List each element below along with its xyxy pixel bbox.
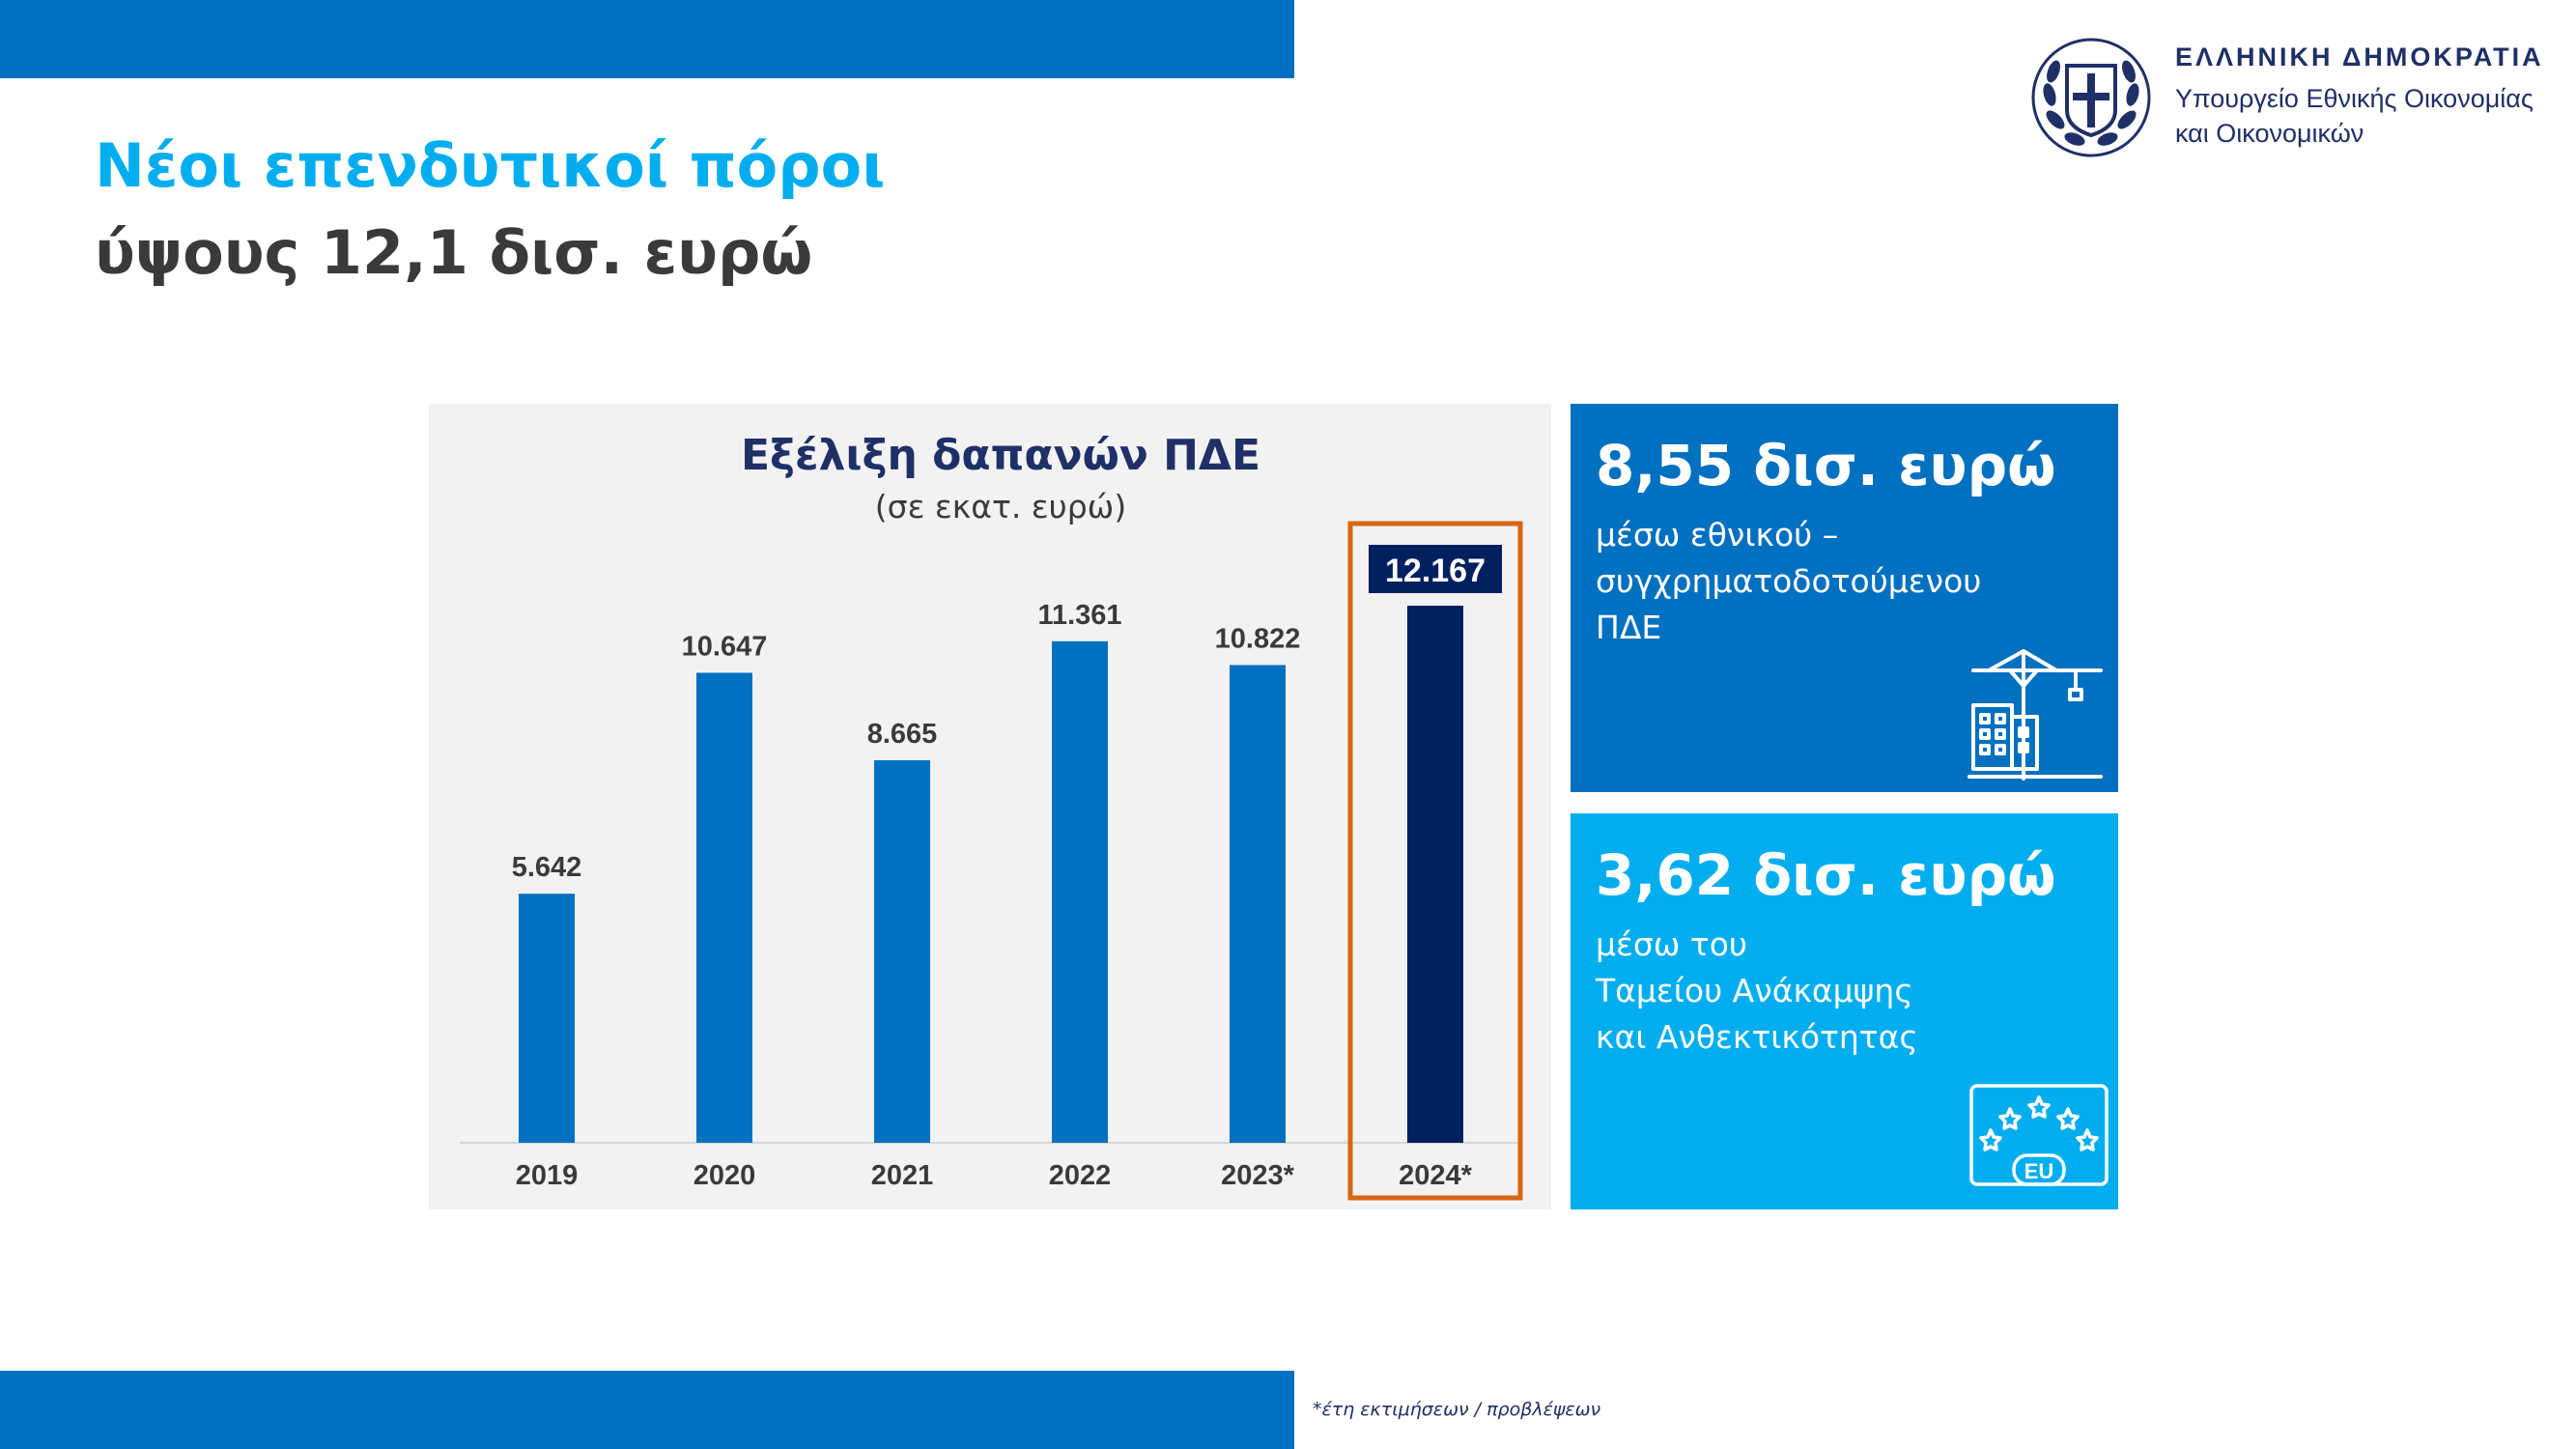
bar-2022 [1052, 640, 1108, 1143]
x-tick-label: 2021 [871, 1160, 934, 1191]
bar-2020 [696, 672, 752, 1143]
x-tick-label: 2019 [516, 1160, 579, 1191]
ministry-line-1: Υπουργείο Εθνικής Οικονομίας [2175, 84, 2534, 113]
chart-title: Εξέλιξη δαπανών ΠΔΕ [740, 431, 1261, 480]
top-accent-bar [0, 0, 1294, 78]
card-line: και Ανθεκτικότητας [1596, 1018, 1918, 1056]
x-tick-label: 2024* [1399, 1160, 1473, 1191]
data-label: 8.665 [867, 719, 938, 750]
data-label: 12.167 [1385, 553, 1486, 589]
card-line: Ταμείου Ανάκαμψης [1596, 972, 1913, 1009]
chart-panel [429, 404, 1551, 1209]
eu-flag-icon: EU [1969, 1084, 2109, 1186]
card-line: μέσω του [1596, 925, 1748, 963]
data-label: 10.647 [682, 631, 768, 662]
x-tick-label: 2023* [1221, 1160, 1295, 1191]
page-subtitle: ύψους 12,1 δισ. ευρώ [95, 217, 813, 288]
recovery-fund-amount: 3,62 δισ. ευρώ [1596, 842, 2056, 908]
data-label: 10.822 [1215, 623, 1301, 654]
construction-crane-icon [1967, 649, 2103, 781]
footnote: *έτη εκτιμήσεων / προβλέψεων [1313, 1399, 1601, 1420]
ministry-line-2: και Οικονομικών [2175, 119, 2364, 148]
bar-2023 [1230, 665, 1286, 1143]
eu-flag-label: EU [2024, 1159, 2054, 1183]
card-line: μέσω εθνικού – [1596, 516, 1839, 554]
recovery-fund-card: 3,62 δισ. ευρώ μέσω του Ταμείου Ανάκαμψη… [1571, 813, 2118, 1209]
national-pde-amount: 8,55 δισ. ευρώ [1596, 433, 2056, 498]
national-pde-description: μέσω εθνικού – συγχρηματοδοτούμενου ΠΔΕ [1596, 512, 1981, 651]
x-tick-label: 2020 [694, 1160, 756, 1191]
highlight-value-box [1369, 545, 1502, 593]
data-label: 5.642 [512, 852, 582, 883]
recovery-fund-description: μέσω του Ταμείου Ανάκαμψης και Ανθεκτικό… [1596, 922, 1918, 1061]
national-pde-card: 8,55 δισ. ευρώ μέσω εθνικού – συγχρηματο… [1571, 404, 2118, 792]
card-line: ΠΔΕ [1596, 609, 1662, 646]
bar-2024 [1407, 606, 1463, 1143]
highlight-frame [1347, 521, 1523, 1201]
page-title: Νέοι επενδυτικοί πόροι [95, 130, 886, 201]
bar-2019 [519, 894, 575, 1143]
bar-2021 [874, 760, 930, 1143]
card-line: συγχρηματοδοτούμενου [1596, 562, 1982, 600]
data-label: 11.361 [1037, 600, 1121, 631]
ministry-name: Υπουργείο Εθνικής Οικονομίας και Οικονομ… [2175, 81, 2534, 151]
government-name: ΕΛΛΗΝΙΚΗ ΔΗΜΟΚΡΑΤΙΑ [2175, 43, 2544, 71]
greek-emblem-icon [2031, 38, 2151, 157]
chart-subtitle: (σε εκατ. ευρώ) [874, 488, 1127, 526]
bottom-accent-bar [0, 1371, 1294, 1449]
x-tick-label: 2022 [1049, 1160, 1112, 1191]
